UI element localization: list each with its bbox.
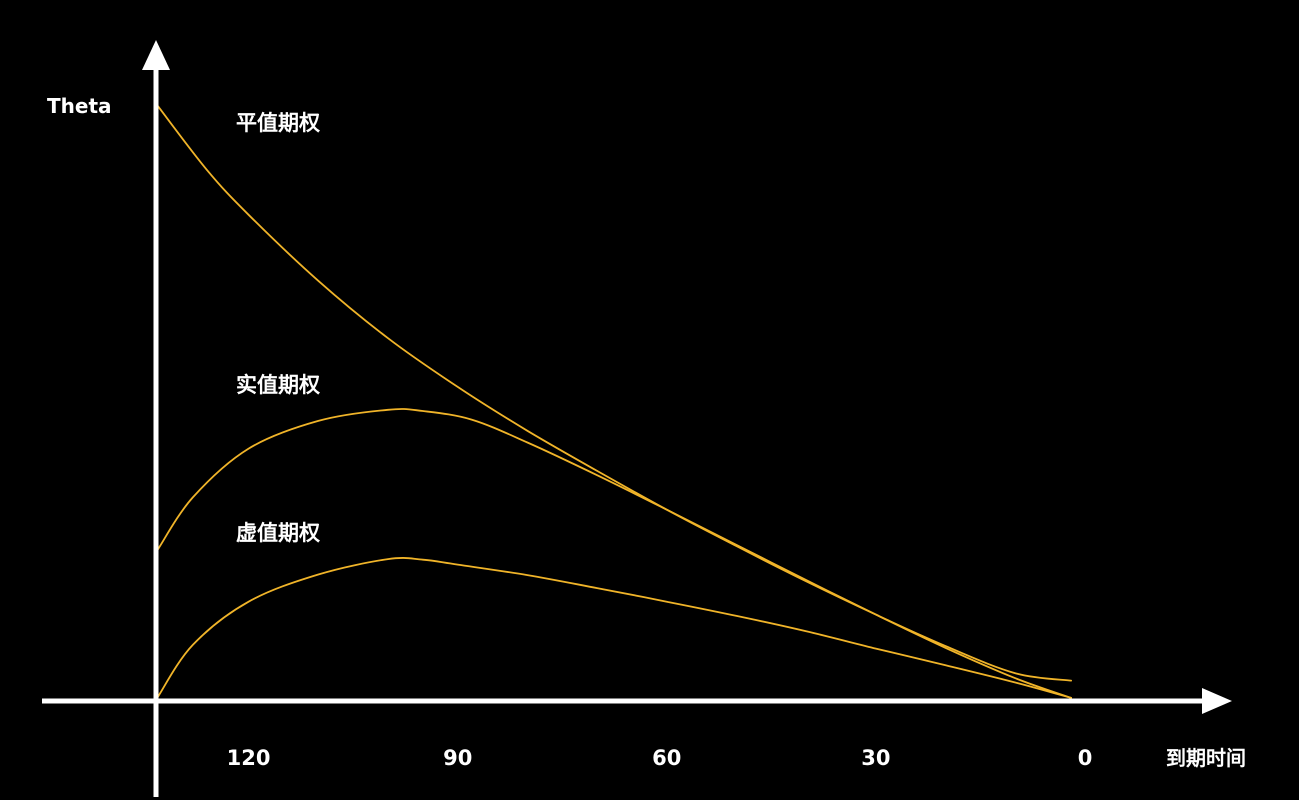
series-line-2 xyxy=(157,408,1072,699)
x-tick-label: 60 xyxy=(652,746,681,770)
x-tick-label: 30 xyxy=(861,746,890,770)
series-label-3: 虚值期权 xyxy=(236,521,320,545)
y-axis-label: Theta xyxy=(47,94,112,118)
x-tick-labels: 120 90 60 30 0 xyxy=(227,746,1093,770)
y-axis-arrow xyxy=(142,40,170,70)
axes-layer xyxy=(42,40,1232,797)
series-label-1: 平值期权 xyxy=(236,111,320,135)
x-axis-label: 到期时间 xyxy=(1166,746,1246,770)
x-tick-label: 0 xyxy=(1078,746,1093,770)
x-tick-label: 120 xyxy=(227,746,271,770)
curves-layer xyxy=(157,105,1072,699)
x-axis-arrow xyxy=(1202,688,1232,714)
series-line-3 xyxy=(157,557,1072,699)
x-tick-label: 90 xyxy=(443,746,472,770)
series-label-2: 实值期权 xyxy=(236,373,320,397)
